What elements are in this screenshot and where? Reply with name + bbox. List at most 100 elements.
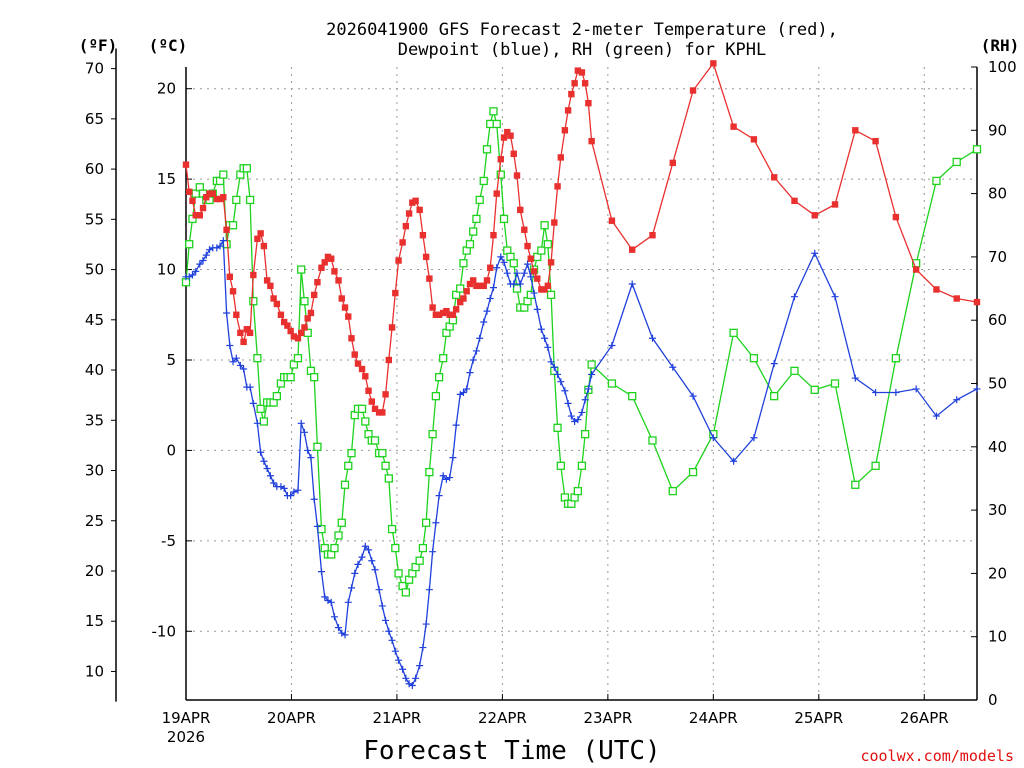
celsius-tick-label: 10 bbox=[157, 261, 176, 279]
rh-point bbox=[810, 385, 819, 394]
temperature-point bbox=[443, 307, 450, 315]
rh-point bbox=[313, 442, 322, 451]
temperature-point bbox=[811, 212, 818, 219]
rh-point bbox=[456, 284, 465, 293]
dewpoint-point bbox=[206, 246, 214, 254]
dewpoint-point bbox=[439, 472, 447, 480]
temperature-point bbox=[351, 351, 358, 358]
rh-tick-label: 10 bbox=[988, 628, 1007, 646]
temperature-point bbox=[237, 329, 244, 337]
dewpoint-point bbox=[432, 519, 440, 527]
dewpoint-point bbox=[851, 374, 859, 382]
dewpoint-point bbox=[503, 269, 511, 277]
x-axis-title: Forecast Time (UTC) bbox=[363, 736, 660, 766]
dewpoint-point bbox=[391, 647, 399, 655]
celsius-tick-label: 15 bbox=[157, 170, 176, 188]
temperature-point bbox=[388, 324, 396, 331]
dewpoint-point bbox=[338, 629, 346, 637]
temperature-point bbox=[416, 206, 423, 214]
dewpoint-point bbox=[527, 273, 535, 281]
rh-point bbox=[401, 588, 411, 597]
dewpoint-point bbox=[290, 488, 298, 496]
dewpoint-point bbox=[378, 602, 386, 610]
temperature-point bbox=[564, 107, 572, 114]
fahrenheit-tick-label: 40 bbox=[85, 361, 104, 379]
fahrenheit-tick-label: 30 bbox=[85, 462, 104, 480]
dewpoint-point bbox=[581, 396, 589, 404]
dewpoint-point bbox=[561, 387, 569, 395]
rh-point bbox=[242, 164, 251, 173]
temperature-point bbox=[497, 156, 504, 163]
chart-title: 2026041900 GFS Forecast 2-meter Temperat… bbox=[326, 20, 838, 60]
temperature-point bbox=[318, 264, 325, 271]
rh-point bbox=[492, 119, 501, 129]
temperature-point bbox=[287, 327, 294, 335]
temperature-point bbox=[892, 213, 900, 221]
rh-point bbox=[361, 417, 370, 426]
rh-point bbox=[431, 392, 441, 401]
dewpoint-point bbox=[229, 358, 237, 366]
rh-point bbox=[300, 297, 309, 306]
dewpoint-point bbox=[371, 566, 379, 574]
temperature-point bbox=[831, 201, 839, 208]
dewpoint-point bbox=[486, 294, 494, 302]
rh-point bbox=[297, 265, 306, 274]
rh-point bbox=[340, 480, 350, 489]
dewpoint-point bbox=[351, 569, 359, 577]
dewpoint-point bbox=[567, 412, 575, 420]
rh-point bbox=[249, 297, 258, 306]
temperature-point bbox=[912, 266, 920, 273]
temperature-point bbox=[409, 199, 416, 206]
temperature-point bbox=[199, 204, 207, 212]
temperature-point bbox=[476, 282, 483, 290]
dewpoint-point bbox=[246, 383, 254, 391]
temperature-point bbox=[538, 286, 545, 293]
temperature-point bbox=[973, 298, 981, 306]
temperature-point bbox=[588, 137, 595, 145]
temperature-point bbox=[513, 172, 521, 179]
rh-point bbox=[259, 417, 269, 426]
temperature-point bbox=[385, 356, 393, 364]
x-tick-label: 23APR bbox=[583, 709, 632, 727]
rh-point bbox=[232, 195, 241, 205]
temperature-point bbox=[469, 277, 477, 284]
temperature-point bbox=[530, 268, 538, 275]
dewpoint-point bbox=[307, 454, 315, 462]
rh-point bbox=[668, 486, 677, 496]
temperature-point bbox=[446, 311, 453, 318]
temperature-point bbox=[561, 127, 569, 134]
fahrenheit-unit-label: (ºF) bbox=[79, 36, 118, 55]
temperature-point bbox=[544, 282, 552, 290]
temperature-point bbox=[206, 190, 213, 197]
rh-point bbox=[688, 467, 698, 477]
temperature-point bbox=[669, 159, 676, 167]
temperature-point bbox=[186, 188, 193, 195]
dewpoint-point bbox=[480, 318, 488, 326]
dewpoint-point bbox=[537, 325, 545, 333]
temperature-point bbox=[338, 295, 345, 302]
dewpoint-point bbox=[361, 542, 369, 550]
temperature-point bbox=[298, 329, 305, 337]
temperature-point bbox=[392, 289, 399, 297]
temperature-point bbox=[480, 282, 487, 290]
temperature-point bbox=[432, 311, 440, 318]
dewpoint-point bbox=[571, 417, 579, 425]
dewpoint-point bbox=[358, 553, 366, 561]
rh-point bbox=[439, 354, 448, 363]
dewpoint-point bbox=[564, 399, 572, 407]
x-tick-label: 26APR bbox=[900, 709, 949, 727]
temperature-point bbox=[852, 127, 859, 134]
dewpoint-point bbox=[872, 389, 880, 397]
temperature-point bbox=[608, 217, 616, 224]
temperature-point bbox=[457, 298, 464, 306]
dewpoint-point bbox=[588, 370, 596, 378]
dewpoint-point bbox=[469, 356, 477, 364]
dewpoint-point bbox=[790, 293, 798, 301]
temperature-point bbox=[791, 197, 798, 205]
rh-point bbox=[293, 354, 303, 363]
dewpoint-point bbox=[330, 613, 338, 621]
dewpoint-point bbox=[280, 484, 288, 492]
dewpoint-point bbox=[199, 257, 207, 265]
dewpoint-point bbox=[456, 390, 464, 398]
dewpoint-point bbox=[270, 479, 278, 487]
